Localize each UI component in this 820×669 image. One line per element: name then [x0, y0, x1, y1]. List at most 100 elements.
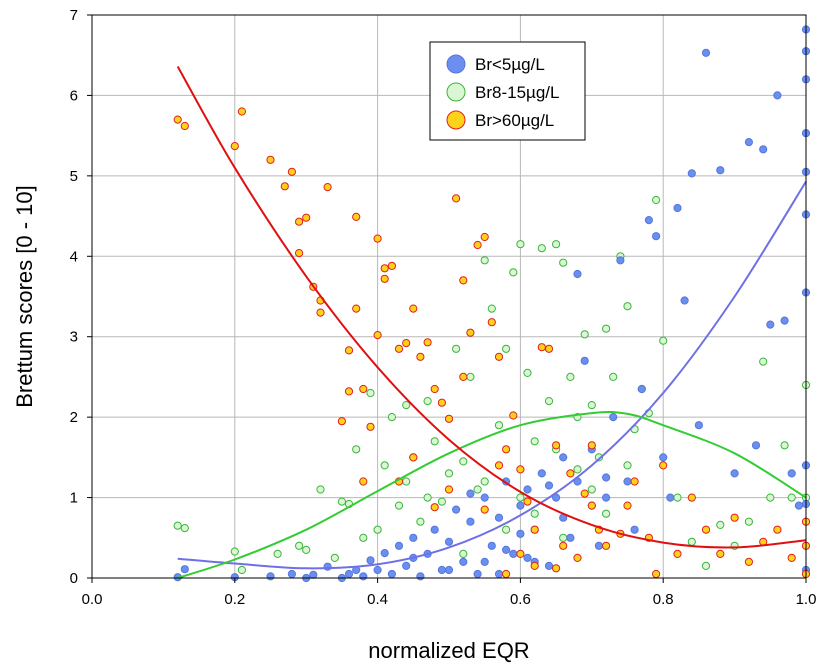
point-br-low: [537, 469, 546, 478]
y-tick-label: 5: [70, 168, 78, 185]
point-br-mid: [659, 336, 668, 345]
point-br-high: [437, 398, 446, 407]
x-axis-ticks: 0.0 0.2 0.4 0.6 0.8 1.0: [82, 578, 816, 608]
point-br-mid: [673, 493, 682, 502]
point-br-low: [494, 569, 504, 579]
point-br-low: [659, 453, 668, 462]
point-br-mid: [459, 457, 468, 466]
point-br-high: [373, 331, 382, 340]
point-br-high: [302, 213, 311, 222]
point-br-low: [602, 473, 611, 482]
point-br-mid: [230, 547, 239, 556]
point-br-low: [544, 561, 554, 571]
fit-curves: [176, 66, 807, 579]
point-br-high: [323, 183, 332, 192]
point-br-low: [402, 561, 411, 571]
point-br-high: [544, 344, 554, 353]
point-br-high: [380, 264, 389, 273]
point-br-high: [716, 549, 725, 559]
point-br-high: [173, 115, 182, 124]
point-br-high: [423, 338, 432, 347]
point-br-mid: [359, 533, 368, 542]
point-br-high: [394, 344, 404, 353]
point-br-low: [416, 572, 425, 581]
point-br-mid: [480, 256, 489, 265]
y-tick-label: 2: [70, 409, 78, 426]
point-br-low: [559, 453, 568, 462]
point-br-low: [444, 537, 454, 546]
point-br-high: [366, 422, 375, 431]
point-br-low: [516, 529, 525, 538]
legend: Br<5µg/L Br8-15µg/L Br>60µg/L: [429, 41, 586, 141]
point-br-high: [280, 182, 289, 191]
fit-curve-br-high: [176, 66, 807, 549]
point-br-mid: [494, 421, 504, 430]
point-br-mid: [502, 344, 511, 353]
point-br-low: [473, 569, 482, 579]
point-br-mid: [716, 520, 725, 530]
point-br-high: [387, 261, 396, 270]
point-br-high: [773, 525, 782, 534]
point-br-low: [309, 570, 318, 579]
point-br-mid: [402, 401, 411, 410]
point-br-high: [466, 328, 475, 337]
legend-label-br-low: Br<5µg/L: [475, 55, 545, 74]
point-br-high: [523, 497, 532, 506]
point-br-mid: [416, 517, 425, 526]
point-br-low: [694, 421, 704, 430]
point-br-mid: [602, 324, 611, 333]
point-br-low: [502, 545, 511, 555]
point-br-mid: [587, 485, 596, 494]
point-br-mid: [487, 304, 496, 313]
point-br-mid: [402, 477, 411, 486]
point-br-mid: [423, 397, 432, 406]
point-br-low: [716, 166, 725, 175]
point-br-low: [751, 441, 761, 450]
point-br-low: [787, 469, 796, 478]
point-br-mid: [580, 330, 589, 339]
point-br-low: [487, 541, 496, 550]
point-br-high: [295, 249, 304, 258]
point-br-mid: [523, 368, 532, 377]
point-br-high: [559, 541, 568, 550]
point-br-high: [473, 240, 482, 250]
point-br-mid: [444, 469, 454, 478]
point-br-low: [387, 569, 396, 579]
point-br-low: [523, 553, 532, 563]
point-br-low: [394, 541, 404, 550]
y-tick-label: 7: [70, 7, 78, 24]
y-tick-label: 1: [70, 490, 78, 507]
point-br-low: [766, 320, 775, 329]
point-br-mid: [373, 525, 382, 534]
fit-curve-br-mid: [177, 410, 807, 579]
point-br-mid: [237, 565, 246, 575]
point-br-mid: [566, 372, 575, 381]
legend-label-br-mid: Br8-15µg/L: [475, 83, 559, 102]
point-br-mid: [366, 388, 375, 398]
point-br-high: [316, 308, 325, 317]
point-br-high: [587, 501, 596, 510]
point-br-low: [430, 525, 439, 534]
point-br-low: [344, 569, 354, 579]
point-br-high: [402, 339, 411, 348]
point-br-high: [744, 557, 754, 567]
point-br-low: [744, 138, 754, 147]
point-br-mid: [594, 453, 604, 462]
point-br-low: [680, 296, 689, 305]
point-br-low: [594, 541, 604, 550]
fit-curve-br-low: [177, 180, 807, 570]
point-br-high: [430, 503, 439, 512]
point-br-low: [459, 557, 468, 567]
point-br-high: [459, 276, 468, 285]
point-br-mid: [537, 244, 546, 253]
point-br-low: [673, 203, 682, 213]
point-br-low: [616, 256, 625, 265]
point-br-low: [637, 384, 646, 394]
point-br-high: [659, 461, 668, 470]
point-br-high: [530, 561, 539, 571]
point-br-high: [287, 167, 296, 176]
point-br-high: [552, 564, 561, 573]
point-br-high: [359, 477, 368, 486]
point-br-low: [666, 493, 675, 502]
